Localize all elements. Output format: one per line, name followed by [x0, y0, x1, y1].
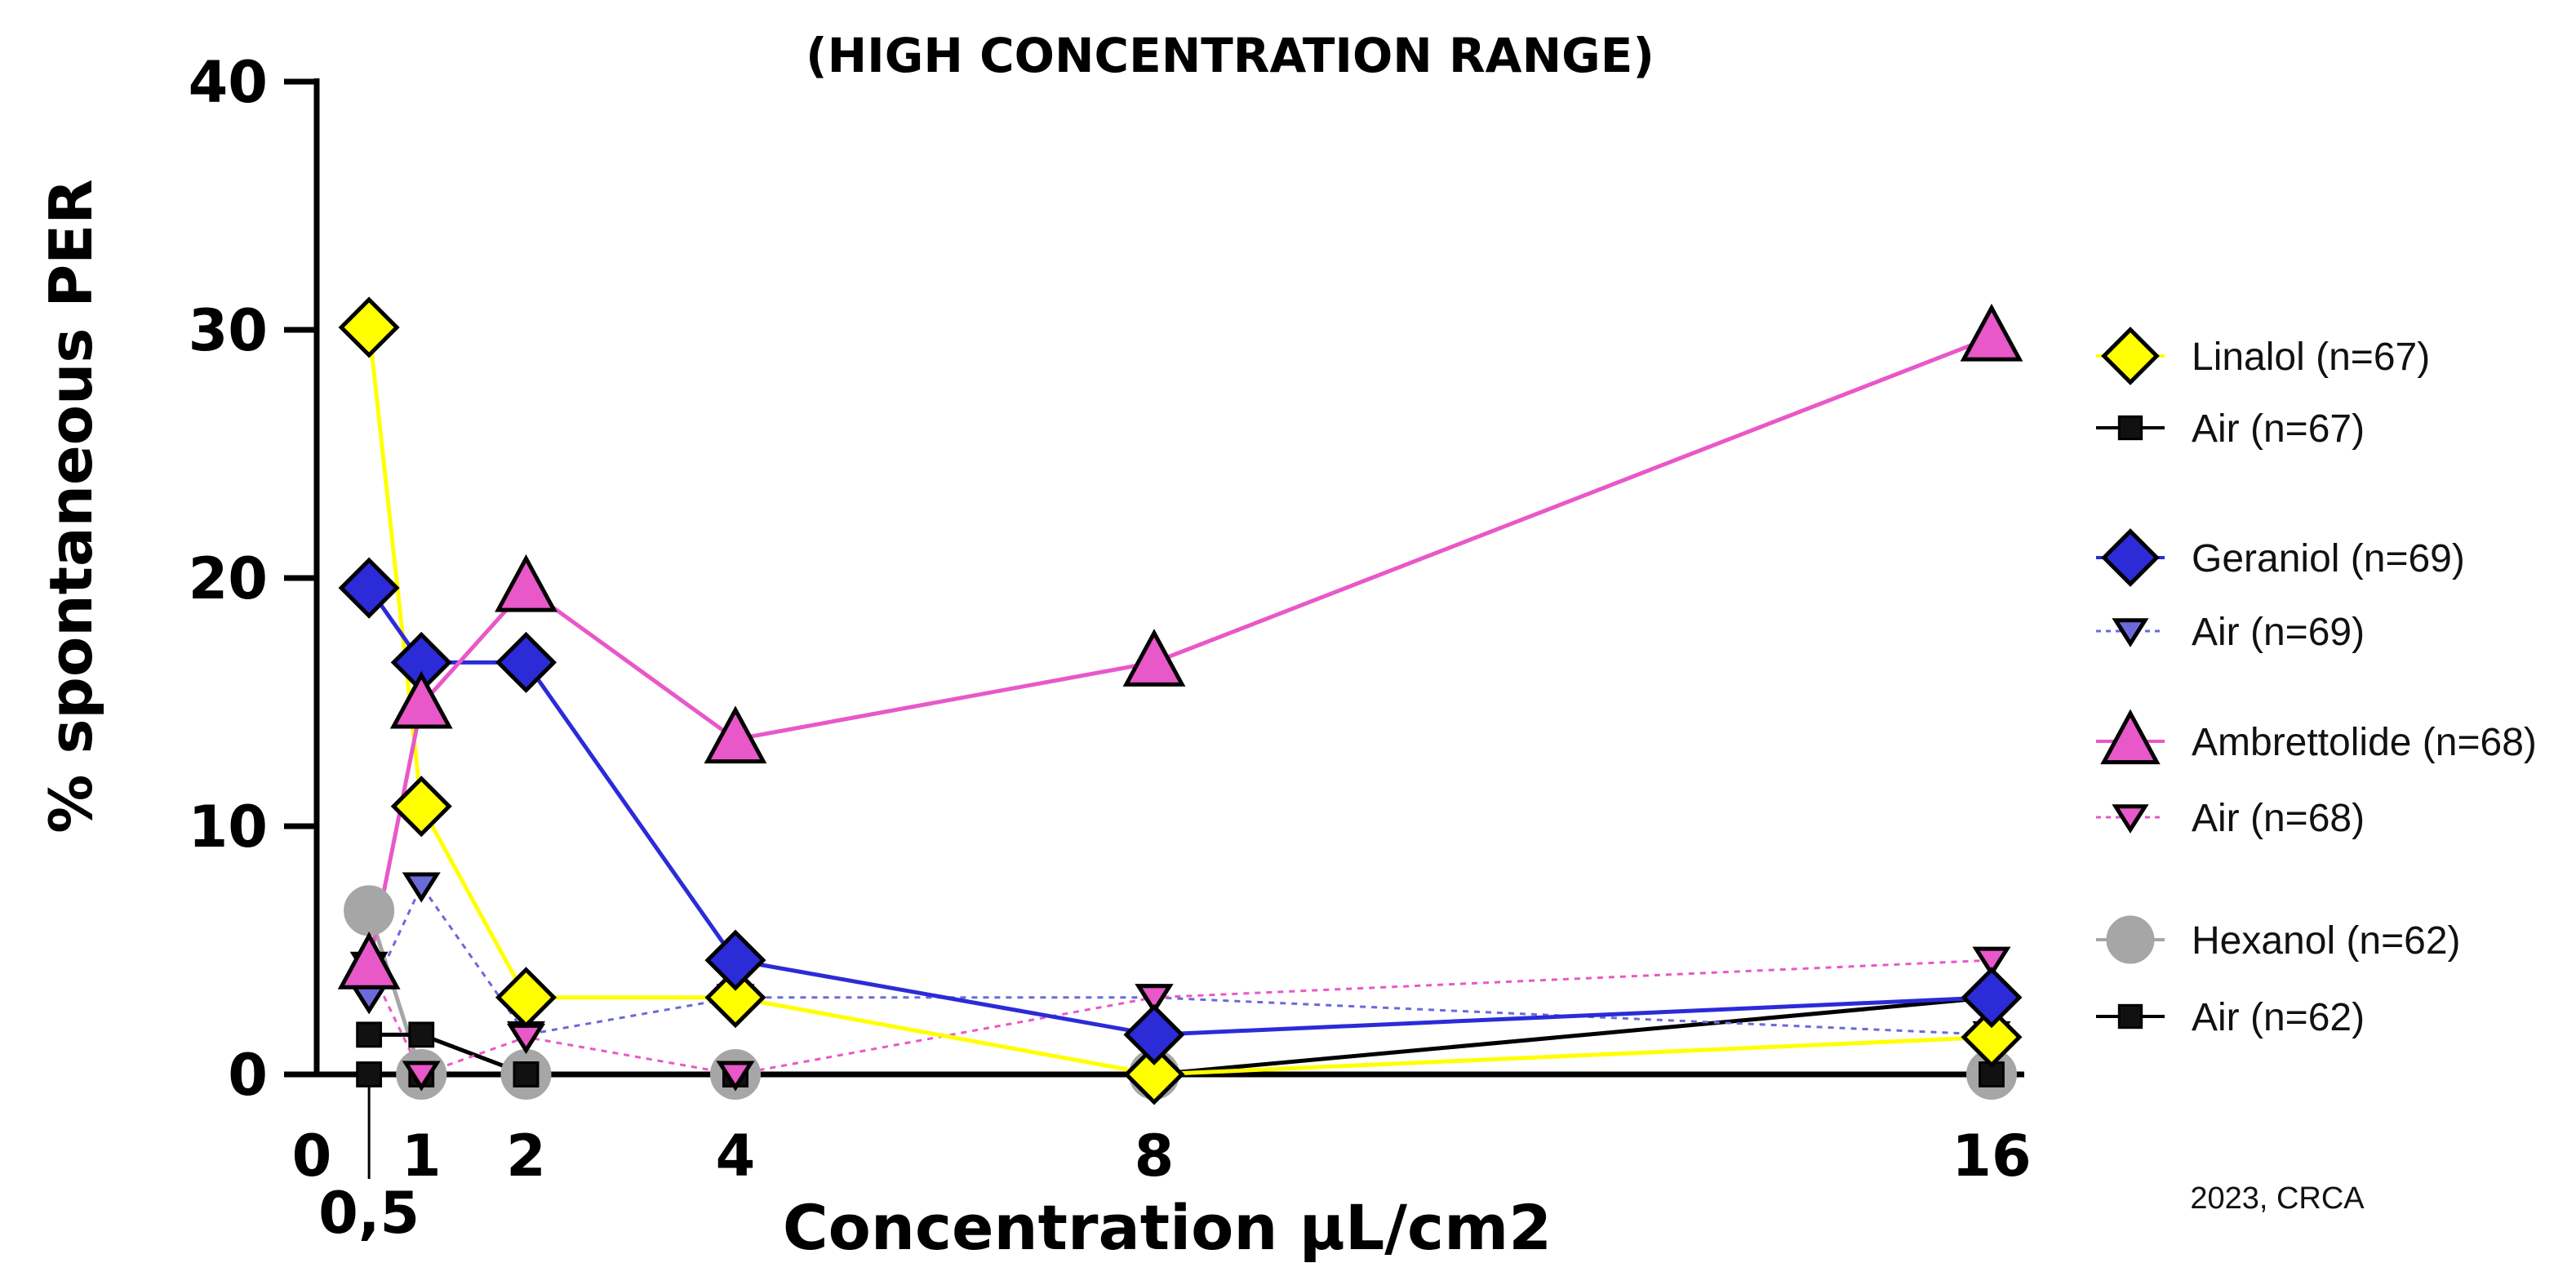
x-tick-label: 4	[716, 1123, 756, 1190]
series-line-3	[367, 883, 1992, 1037]
y-tick-label: 0	[228, 1042, 268, 1109]
x-tick-label: 1	[402, 1123, 442, 1190]
legend-label-0: Linalol (n=67)	[2192, 336, 2430, 379]
series-3-point	[349, 984, 389, 1015]
y-tick-label: 10	[189, 794, 268, 861]
x-tick-label: 8	[1135, 1123, 1175, 1190]
series-4-point	[1122, 629, 1186, 687]
series-0-point	[704, 967, 766, 1029]
legend-label-6: Hexanol (n=62)	[2192, 919, 2461, 963]
series-4-point	[704, 705, 767, 764]
y-axis-label: % spontaneous PER	[37, 179, 105, 833]
series-0-point	[495, 967, 557, 1029]
series-line-0	[366, 327, 1992, 1077]
x-tick-label: 16	[1952, 1123, 2031, 1190]
y-tick-label: 40	[189, 49, 268, 116]
series-5-point	[716, 1061, 755, 1092]
legend-marker-6	[2106, 915, 2155, 964]
legend-label-5: Air (n=68)	[2192, 797, 2365, 840]
series-5-point	[1972, 946, 2011, 977]
legend-label-7: Air (n=62)	[2192, 996, 2365, 1039]
series-line-2	[367, 586, 1992, 1037]
series-4-point	[495, 554, 557, 612]
series-line-5	[367, 958, 1992, 1076]
series-2-point	[495, 631, 557, 693]
legend-label-2: Geraniol (n=69)	[2192, 537, 2465, 580]
legend-marker-0	[2101, 327, 2160, 385]
series-0-point	[1961, 1006, 2023, 1068]
series-2-point	[704, 929, 766, 991]
series-7-point	[356, 1021, 383, 1048]
x-tick-label: 2	[506, 1123, 546, 1190]
series-1-point	[356, 1061, 383, 1087]
legend-marker-7	[2117, 1003, 2143, 1030]
series-2-point	[1961, 967, 2023, 1029]
series-2-point	[1123, 1003, 1185, 1065]
legend-marker-4	[2100, 709, 2161, 765]
series-7-point	[408, 1021, 435, 1048]
legend-marker-1	[2117, 415, 2143, 441]
series-2-point	[338, 557, 400, 619]
x-axis-label: Concentration µL/cm2	[783, 1191, 1552, 1263]
series-4-point	[389, 670, 453, 729]
y-tick-label: 30	[189, 297, 268, 364]
series-3-point	[402, 872, 441, 903]
legend-marker-2	[2101, 528, 2160, 587]
series-0-point	[338, 296, 400, 358]
x-tick-label: 0	[292, 1123, 332, 1190]
series-6-point	[344, 885, 395, 936]
legend-label-4: Ambrettolide (n=68)	[2192, 721, 2537, 764]
legend-label-1: Air (n=67)	[2192, 407, 2365, 451]
y-tick-label: 20	[189, 545, 268, 612]
series-4-point	[337, 931, 401, 989]
series-0-point	[1123, 1043, 1185, 1105]
legend-label-3: Air (n=69)	[2192, 611, 2365, 654]
legend-marker-3	[2112, 618, 2149, 647]
series-5-point	[1135, 984, 1174, 1015]
credit-text: 2023, CRCA	[2190, 1181, 2365, 1216]
legend-marker-5	[2112, 804, 2149, 834]
chart-title: (HIGH CONCENTRATION RANGE)	[806, 28, 1654, 83]
series-0-point	[390, 776, 452, 838]
series-line-4	[366, 335, 1992, 966]
x-tick-label: 0,5	[318, 1180, 420, 1247]
series-1-point	[513, 1061, 540, 1087]
series-4-point	[1960, 303, 2023, 362]
series-5-point	[402, 1061, 441, 1092]
legend: Linalol (n=67) Air (n=67) Geraniol (n=69) A…	[2096, 327, 2537, 1039]
